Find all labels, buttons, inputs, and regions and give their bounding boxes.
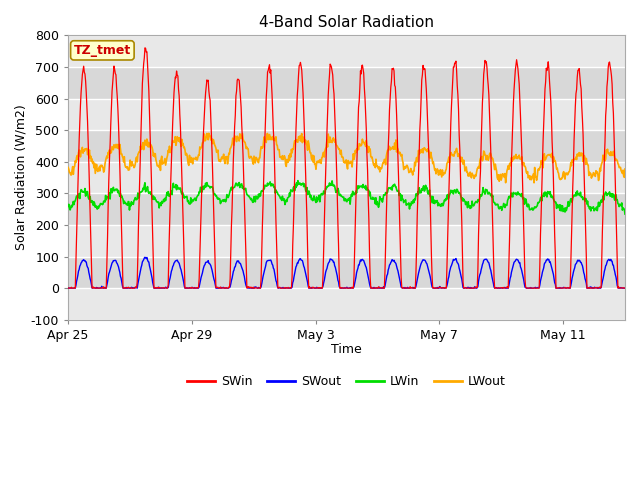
Bar [68, 225, 625, 256]
Bar [68, 98, 625, 130]
Text: TZ_tmet: TZ_tmet [74, 44, 131, 57]
Title: 4-Band Solar Radiation: 4-Band Solar Radiation [259, 15, 434, 30]
Bar [68, 193, 625, 225]
Bar [68, 36, 625, 67]
Bar [68, 130, 625, 162]
Y-axis label: Solar Radiation (W/m2): Solar Radiation (W/m2) [15, 105, 28, 251]
Legend: SWin, SWout, LWin, LWout: SWin, SWout, LWin, LWout [182, 370, 511, 393]
Bar [68, 256, 625, 288]
X-axis label: Time: Time [332, 343, 362, 356]
Bar [68, 162, 625, 193]
Bar [68, 67, 625, 98]
Bar [68, 288, 625, 320]
